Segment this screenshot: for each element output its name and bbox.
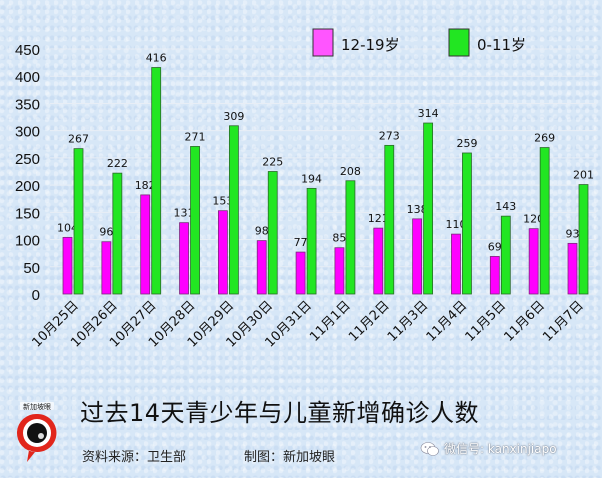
bar-teen — [179, 222, 189, 295]
x-axis-labels: 10月25日10月26日10月27日10月28日10月29日10月30日10月3… — [29, 298, 586, 350]
bar-teen — [140, 194, 151, 295]
legend-swatch — [312, 28, 334, 57]
y-tick-label: 450 — [15, 42, 40, 59]
data-label: 131 — [174, 207, 195, 220]
bar-child — [112, 172, 123, 295]
x-tick-label: 11月4日 — [424, 298, 471, 345]
bar-child — [345, 180, 356, 295]
bar-child — [228, 125, 239, 295]
data-label: 153 — [212, 195, 233, 208]
data-label: 93 — [566, 227, 580, 240]
y-tick-label: 0 — [32, 287, 40, 304]
y-tick-label: 50 — [23, 260, 40, 277]
bar-teen — [528, 228, 539, 295]
data-label: 309 — [223, 110, 244, 123]
bar-teen — [567, 242, 578, 295]
y-tick-label: 250 — [15, 151, 40, 168]
y-tick-label: 200 — [15, 178, 40, 195]
data-label: 201 — [573, 169, 594, 182]
data-label: 208 — [340, 165, 361, 178]
data-label: 225 — [262, 156, 283, 169]
bar-child — [423, 122, 434, 295]
data-label: 267 — [68, 133, 89, 146]
bar-child — [462, 152, 472, 295]
bar-child — [306, 187, 317, 295]
y-tick-label: 350 — [15, 96, 40, 113]
data-label: 77 — [294, 236, 308, 249]
data-label: 259 — [456, 137, 477, 150]
legend-label: 12-19岁 — [341, 36, 400, 54]
bar-teen — [334, 247, 345, 295]
bar-teen — [295, 251, 306, 295]
x-tick-label: 11月5日 — [463, 298, 510, 345]
data-label: 269 — [534, 132, 555, 145]
y-tick-label: 100 — [15, 233, 40, 250]
legend-label: 0-11岁 — [477, 36, 526, 54]
bar-child — [151, 67, 162, 295]
logo-text: 新加坡眼 — [23, 402, 51, 411]
bar-child — [73, 148, 84, 295]
y-tick-label: 150 — [15, 205, 40, 222]
data-label: 98 — [255, 225, 269, 238]
data-label: 143 — [495, 200, 516, 213]
data-label: 194 — [301, 172, 322, 185]
legend: 12-19岁 0-11岁 — [312, 28, 526, 57]
data-label: 85 — [332, 232, 346, 245]
source-text: 资料来源：卫生部 — [82, 450, 187, 465]
data-label: 110 — [445, 218, 466, 231]
data-label: 271 — [185, 130, 206, 143]
data-label: 416 — [146, 52, 167, 65]
bar-child — [500, 215, 511, 295]
data-label: 121 — [368, 212, 389, 225]
bar-teen — [451, 233, 461, 295]
chart-title: 过去14天青少年与儿童新增确诊人数 — [80, 399, 480, 427]
bar-child — [267, 171, 278, 295]
data-label: 120 — [523, 213, 544, 226]
bar-teen — [256, 240, 267, 295]
bar-teen — [489, 256, 500, 295]
data-label: 104 — [57, 221, 78, 234]
bars: 104 267 96 222 182 416 131 271 153 309 98 225 77 194 8… — [57, 52, 594, 295]
data-label: 69 — [488, 240, 502, 253]
x-tick-label: 11月6日 — [501, 298, 548, 345]
bar-teen — [373, 227, 384, 295]
data-label: 222 — [107, 157, 128, 170]
wechat-id: 微信号: kanxinjiapo — [420, 440, 557, 457]
bar-child — [578, 184, 589, 295]
wechat-id-text: 微信号: kanxinjiapo — [444, 442, 557, 456]
bar-child — [384, 144, 395, 295]
maker-text: 制图：新加坡眼 — [244, 450, 336, 465]
bar-teen — [412, 218, 423, 295]
gridlines — [50, 48, 596, 295]
wechat-icon — [420, 441, 439, 456]
y-axis-ticks: 0 50 100 150 200 250 300 350 400 450 — [15, 42, 40, 304]
x-tick-label: 11月7日 — [540, 298, 587, 345]
legend-swatch — [448, 28, 470, 57]
data-label: 314 — [418, 107, 439, 120]
x-tick-label: 11月2日 — [346, 298, 393, 345]
x-tick-label: 11月3日 — [385, 298, 432, 345]
x-tick-label: 11月1日 — [307, 298, 354, 345]
data-label: 273 — [379, 129, 400, 142]
data-label: 138 — [407, 203, 428, 216]
data-label: 182 — [135, 179, 156, 192]
data-label: 96 — [99, 226, 113, 239]
xinjiapo-eye-logo-icon: 新加坡眼 — [16, 402, 57, 462]
bar-teen — [101, 241, 112, 295]
y-tick-label: 400 — [15, 69, 40, 86]
bar-teen — [62, 236, 73, 295]
bar-teen — [217, 210, 228, 295]
bar-child — [190, 146, 200, 295]
bar-child — [539, 147, 550, 295]
y-tick-label: 300 — [15, 124, 40, 141]
